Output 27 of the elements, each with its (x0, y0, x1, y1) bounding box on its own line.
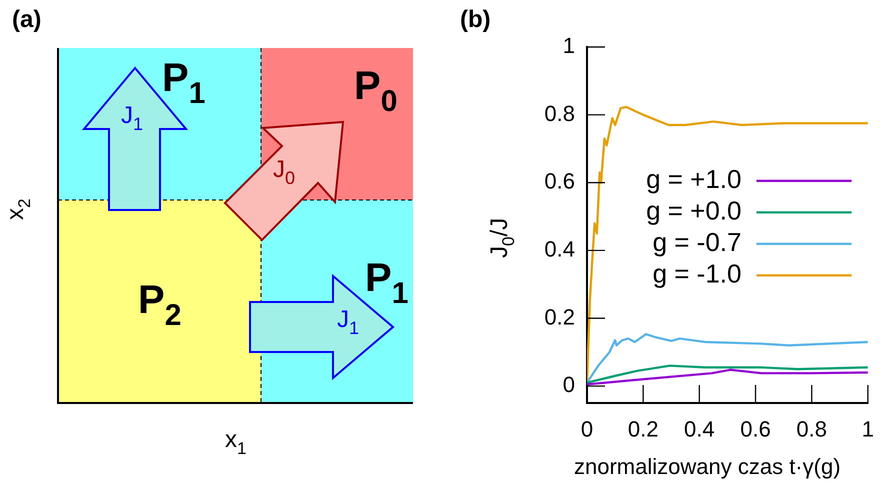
y-tick-label: 0.6 (544, 168, 575, 194)
text: (a) (12, 6, 42, 33)
x-tick-label: 1 (862, 416, 874, 442)
text: x$_{1}$ (225, 426, 246, 458)
x-tick-label: 0.2 (628, 416, 658, 442)
text: J$_{1}$ (337, 306, 360, 338)
text: P$_{1}$ (365, 256, 408, 310)
text: P$_{0}$ (354, 64, 398, 118)
x-tick-label: 0.4 (684, 416, 715, 442)
x-axis-title: znormalizowany czas t·γ(g) (574, 454, 841, 479)
text: P$_{1}$ (162, 56, 206, 110)
y-tick-label: 0.8 (544, 100, 575, 126)
legend-label: g = +0.0 (646, 196, 742, 226)
y-tick-label: 0.2 (544, 304, 575, 330)
chart-title: (b) (460, 6, 491, 33)
legend-label: g = -0.7 (652, 227, 742, 258)
legend-label: g = -1.0 (652, 258, 742, 289)
text: J$_{0}$ (273, 156, 296, 188)
text: P$_{2}$ (138, 278, 182, 332)
x-tick-label: 0.8 (796, 416, 828, 442)
x-tick-label: 0 (580, 416, 594, 442)
text: J$_{1}$ (121, 102, 144, 134)
legend-label: g = +1.0 (646, 164, 742, 194)
y-tick-label: 0 (562, 372, 575, 398)
y-tick-label: 1 (562, 33, 575, 58)
y-tick-label: 0.4 (544, 236, 575, 262)
x-tick-label: 0.6 (740, 416, 771, 442)
